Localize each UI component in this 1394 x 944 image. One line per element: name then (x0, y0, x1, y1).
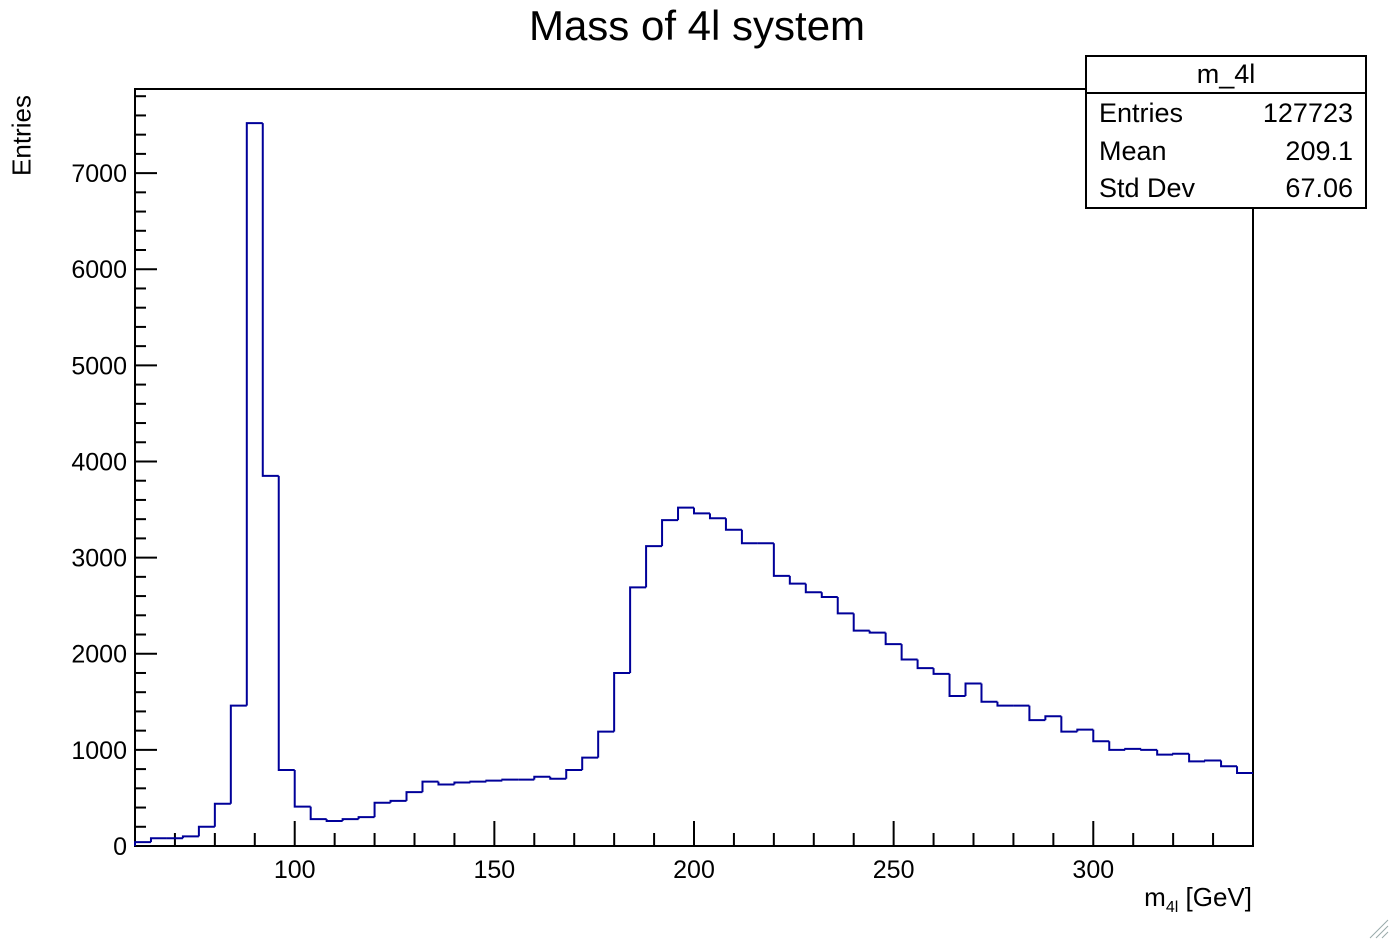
chart-title: Mass of 4l system (528, 2, 866, 49)
histogram-bin (820, 592, 838, 599)
histogram-bin (245, 122, 263, 706)
histogram-bin (565, 769, 583, 779)
y-tick-label: 0 (113, 833, 127, 861)
histogram-bin (325, 819, 343, 823)
histogram-bin (1060, 716, 1078, 733)
histogram-bin (1236, 766, 1253, 774)
histogram-bin (453, 781, 471, 785)
x-axis-label-unit: [GeV] (1185, 882, 1252, 912)
histogram-bin (708, 513, 726, 520)
histogram-bin (1124, 747, 1142, 750)
histogram-bin (149, 837, 167, 843)
y-tick-label: 3000 (71, 545, 127, 573)
histogram-bin (1220, 760, 1238, 768)
histogram-bin (549, 776, 567, 780)
histogram-bin (1108, 741, 1126, 751)
histogram-bin (421, 780, 439, 793)
histogram-bin (501, 778, 519, 781)
histogram-bin (261, 123, 279, 477)
histogram-bin (852, 613, 870, 632)
histogram-bin (884, 632, 902, 646)
histogram-bin (836, 597, 854, 615)
histogram-bin (804, 583, 822, 594)
x-axis-label-sub: 4l (1165, 899, 1179, 917)
x-tick-label: 200 (673, 856, 715, 884)
histogram-bin (1156, 749, 1174, 756)
histogram-bin (293, 770, 311, 808)
histogram-bin (948, 673, 966, 698)
stats-row-entries: Entries 127723 (1087, 94, 1365, 132)
histogram-bin (197, 825, 215, 837)
y-tick-label: 2000 (71, 641, 127, 669)
histogram-bin (341, 818, 359, 822)
histogram-bin (1044, 715, 1062, 721)
histogram-bin (1204, 759, 1222, 762)
y-tick-label: 7000 (71, 160, 127, 188)
y-axis-label: Entries (6, 95, 37, 176)
histogram-bin (629, 586, 647, 673)
histogram-bin (788, 575, 806, 585)
histogram-bin (1140, 748, 1158, 751)
stats-row-stddev: Std Dev 67.06 (1087, 169, 1365, 207)
histogram-bin (229, 704, 247, 804)
histogram-bin (645, 545, 663, 588)
x-axis-label-main: m (1144, 882, 1166, 912)
histogram-bin (597, 730, 615, 758)
histogram-bin (1076, 728, 1094, 732)
histogram-bin (1092, 729, 1110, 743)
histogram-bin (996, 701, 1014, 707)
y-tick-label: 4000 (71, 448, 127, 476)
histogram-bin (181, 835, 199, 839)
x-axis-label: m4l [GeV] (1144, 882, 1252, 917)
histogram-bin (772, 543, 790, 577)
histogram-bin (357, 816, 375, 820)
x-tick-label: 150 (473, 856, 515, 884)
stats-mean-value: 209.1 (1285, 135, 1353, 166)
y-tick-label: 5000 (71, 352, 127, 380)
histogram-bin (964, 682, 982, 697)
stats-box-title: m_4l (1087, 57, 1365, 94)
histogram-bin (134, 841, 151, 846)
x-tick-label: 250 (873, 856, 915, 884)
histogram-bin (916, 659, 934, 670)
stats-entries-value: 127723 (1262, 98, 1353, 128)
y-tick-label: 1000 (71, 737, 127, 765)
histogram-bin (932, 668, 950, 675)
histogram-bin (1028, 705, 1046, 722)
histogram-bin (277, 475, 295, 772)
histogram-bin (980, 683, 998, 703)
histogram-bin (1172, 752, 1190, 755)
histogram-bin (613, 671, 631, 732)
histogram-bin (405, 791, 423, 801)
stats-std-label: Std Dev (1099, 173, 1196, 203)
histogram-bin (373, 801, 391, 818)
histogram-bin (437, 781, 455, 786)
histogram-bin (900, 644, 918, 661)
resize-grip-icon[interactable] (1366, 916, 1390, 940)
histogram-bin (1188, 753, 1206, 763)
histogram-bin (868, 630, 886, 634)
histogram-bin (724, 518, 742, 531)
histogram-bin (309, 806, 327, 821)
y-tick-label: 6000 (71, 256, 127, 284)
histogram-bin (533, 775, 551, 780)
stats-mean-label: Mean (1099, 135, 1167, 166)
histogram-bin (581, 756, 599, 771)
histogram-bin (389, 799, 407, 803)
histogram-bin (677, 506, 694, 521)
histogram-bin (469, 780, 487, 783)
histogram-bin (661, 519, 679, 547)
x-tick-label: 100 (274, 856, 316, 884)
histogram-bin (740, 529, 758, 545)
histogram-bin (213, 802, 231, 827)
stats-entries-label: Entries (1099, 98, 1184, 128)
histogram-bin (693, 507, 710, 515)
x-tick-label: 300 (1072, 856, 1114, 884)
histogram-bin (485, 779, 503, 782)
stats-box[interactable]: m_4l Entries 127723 Mean 209.1 Std Dev 6… (1085, 55, 1367, 209)
stats-row-mean: Mean 209.1 (1087, 132, 1365, 170)
stats-std-value: 67.06 (1285, 173, 1353, 203)
